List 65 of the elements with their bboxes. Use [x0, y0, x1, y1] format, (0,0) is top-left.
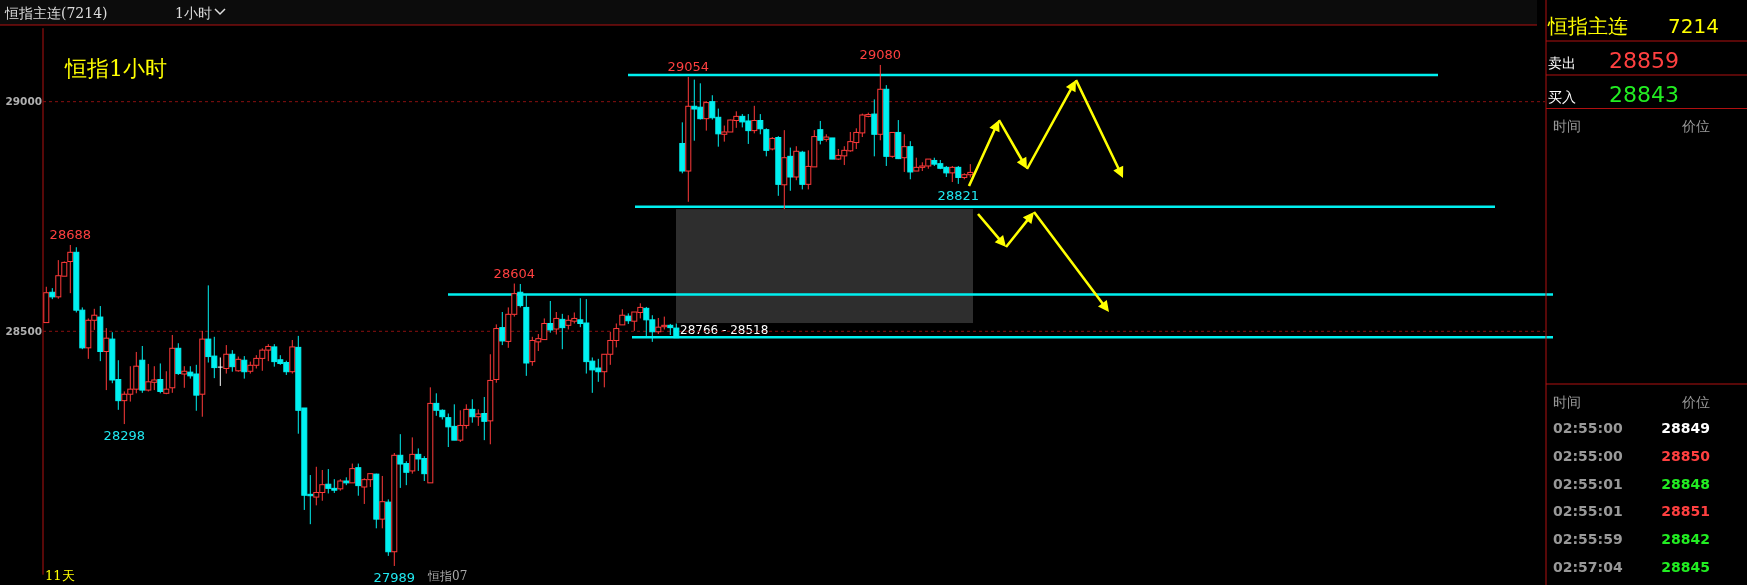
text: 28842	[1661, 531, 1710, 548]
text: 价位	[1681, 118, 1710, 134]
annotation: 11天	[45, 568, 75, 583]
text: 02:55:00	[1553, 447, 1623, 464]
candlestick	[547, 300, 554, 334]
text: 28851	[1661, 503, 1710, 520]
text: 02:57:04	[1553, 559, 1623, 575]
text: 恒指1小时	[64, 56, 167, 81]
candlestick	[217, 356, 224, 387]
annotation: 28688	[49, 226, 91, 242]
annotation: 28604	[493, 265, 535, 281]
annotation: 28821	[937, 187, 979, 203]
text: 28859	[1609, 48, 1679, 73]
candlestick	[481, 396, 488, 441]
text: 28848	[1661, 475, 1710, 492]
text: 28849	[1661, 420, 1710, 436]
candlestick	[229, 349, 236, 373]
candlestick	[817, 120, 824, 145]
text: 28843	[1609, 82, 1679, 107]
candlestick	[553, 311, 560, 336]
text: 买入	[1548, 89, 1576, 105]
text: 恒指主连	[1547, 14, 1628, 38]
candlestick	[181, 365, 188, 389]
text: 1小时	[175, 5, 212, 21]
y-tick-label: 28500	[5, 324, 42, 337]
candlestick	[469, 398, 476, 424]
text: 7214	[1668, 14, 1719, 38]
candlestick	[901, 133, 908, 173]
candlestick	[379, 475, 386, 529]
candlestick	[757, 113, 764, 135]
candlestick	[829, 137, 836, 160]
candlestick	[67, 244, 74, 294]
candlestick	[241, 355, 248, 380]
annotation: 29054	[667, 58, 709, 74]
candlestick	[409, 436, 416, 475]
annotation: 29080	[859, 46, 901, 62]
text: 02:55:01	[1553, 475, 1623, 492]
candlestick	[787, 147, 794, 192]
text: 时间	[1553, 394, 1581, 410]
candlestick	[763, 127, 770, 157]
candlestick	[499, 311, 506, 346]
annotation: 恒指07	[427, 569, 468, 583]
annotation: 27989	[373, 569, 415, 585]
candlestick	[349, 463, 356, 484]
y-tick-label: 29000	[5, 95, 42, 108]
text: 时间	[1553, 118, 1581, 134]
candlestick	[103, 327, 110, 391]
candlestick	[559, 313, 566, 350]
candlestick	[703, 100, 710, 132]
candlestick	[355, 463, 362, 497]
text: 02:55:00	[1553, 420, 1623, 436]
text: 卖出	[1548, 55, 1576, 71]
candlestick	[751, 105, 758, 134]
candlestick	[157, 362, 164, 394]
annotation: 28298	[103, 428, 145, 444]
text: 28850	[1661, 447, 1711, 464]
text: 价位	[1681, 394, 1710, 410]
candlestick	[223, 344, 230, 375]
chart-subtitle: 恒指主连(7214)	[4, 5, 108, 21]
candlestick	[889, 131, 896, 159]
text: 28845	[1661, 559, 1710, 575]
text: 02:55:01	[1553, 503, 1623, 520]
band-label: 28766 - 28518	[680, 323, 769, 338]
candlestick	[871, 98, 878, 157]
text: 02:55:59	[1553, 531, 1623, 548]
